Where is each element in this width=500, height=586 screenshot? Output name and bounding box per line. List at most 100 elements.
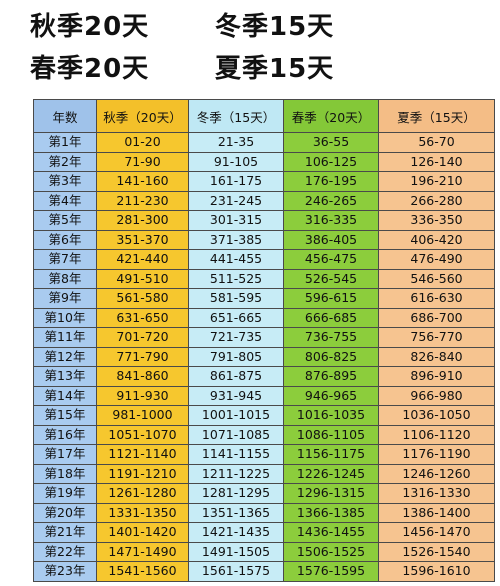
table-row: 第10年 631-650 651-665 666-685 686-700	[33, 307, 495, 328]
winter-range-cell: 1351-1365	[188, 502, 284, 523]
autumn-range-cell: 841-860	[96, 366, 189, 387]
summer-range-cell: 1596-1610	[378, 561, 495, 582]
header: 秋季20天 冬季15天 春季20天 夏季15天	[0, 0, 500, 96]
year-cell: 第2年	[33, 151, 97, 172]
autumn-range-cell: 631-650	[96, 307, 189, 328]
year-cell: 第11年	[33, 327, 97, 348]
autumn-range-cell: 491-510	[96, 268, 189, 289]
autumn-range-cell: 981-1000	[96, 405, 189, 426]
autumn-range-cell: 1261-1280	[96, 483, 189, 504]
year-cell: 第23年	[33, 561, 97, 582]
table-row: 第9年 561-580 581-595 596-615 616-630	[33, 288, 495, 309]
autumn-range-cell: 281-300	[96, 210, 189, 231]
table-row: 第11年 701-720 721-735 736-755 756-770	[33, 327, 495, 348]
autumn-range-cell: 71-90	[96, 151, 189, 172]
table-row: 第20年 1331-1350 1351-1365 1366-1385 1386-1400	[33, 502, 495, 523]
summer-range-cell: 1176-1190	[378, 444, 495, 465]
spring-range-cell: 666-685	[283, 307, 379, 328]
table-row: 第1年 01-20 21-35 36-55 56-70	[33, 132, 495, 153]
winter-range-cell: 791-805	[188, 346, 284, 367]
autumn-range-cell: 1121-1140	[96, 444, 189, 465]
winter-range-cell: 1071-1085	[188, 424, 284, 445]
autumn-range-cell: 1191-1210	[96, 463, 189, 484]
table-row: 第6年 351-370 371-385 386-405 406-420	[33, 229, 495, 250]
year-cell: 第15年	[33, 405, 97, 426]
spring-range-cell: 176-195	[283, 171, 379, 192]
summer-range-cell: 616-630	[378, 288, 495, 309]
year-cell: 第20年	[33, 502, 97, 523]
table-row: 第14年 911-930 931-945 946-965 966-980	[33, 385, 495, 406]
table-row: 第8年 491-510 511-525 526-545 546-560	[33, 268, 495, 289]
autumn-range-cell: 561-580	[96, 288, 189, 309]
spring-range-cell: 1296-1315	[283, 483, 379, 504]
autumn-range-cell: 911-930	[96, 385, 189, 406]
autumn-range-cell: 1541-1560	[96, 561, 189, 582]
year-cell: 第10年	[33, 307, 97, 328]
summer-range-cell: 126-140	[378, 151, 495, 172]
winter-range-cell: 161-175	[188, 171, 284, 192]
winter-range-cell: 861-875	[188, 366, 284, 387]
table-row: 第17年 1121-1140 1141-1155 1156-1175 1176-1190	[33, 444, 495, 465]
table-row: 第18年 1191-1210 1211-1225 1226-1245 1246-1260	[33, 463, 495, 484]
autumn-range-cell: 421-440	[96, 249, 189, 270]
summer-range-cell: 1036-1050	[378, 405, 495, 426]
winter-range-cell: 581-595	[188, 288, 284, 309]
column-header-winter: 冬季（15天）	[188, 99, 284, 133]
autumn-range-cell: 771-790	[96, 346, 189, 367]
spring-range-cell: 596-615	[283, 288, 379, 309]
spring-range-cell: 36-55	[283, 132, 379, 153]
autumn-range-cell: 1401-1420	[96, 522, 189, 543]
table-row: 第21年 1401-1420 1421-1435 1436-1455 1456-1470	[33, 522, 495, 543]
winter-range-cell: 91-105	[188, 151, 284, 172]
winter-range-cell: 931-945	[188, 385, 284, 406]
year-cell: 第5年	[33, 210, 97, 231]
summer-range-cell: 546-560	[378, 268, 495, 289]
spring-range-cell: 1016-1035	[283, 405, 379, 426]
spring-range-cell: 806-825	[283, 346, 379, 367]
summer-range-cell: 1246-1260	[378, 463, 495, 484]
column-header-summer: 夏季（15天）	[378, 99, 495, 133]
summer-range-cell: 1106-1120	[378, 424, 495, 445]
winter-heading: 冬季15天	[215, 12, 335, 42]
table-row: 第15年 981-1000 1001-1015 1016-1035 1036-1050	[33, 405, 495, 426]
table-row: 第5年 281-300 301-315 316-335 336-350	[33, 210, 495, 231]
winter-range-cell: 21-35	[188, 132, 284, 153]
table-body: 第1年 01-20 21-35 36-55 56-70 第2年 71-90 91-105 106…	[33, 132, 495, 582]
autumn-range-cell: 211-230	[96, 190, 189, 211]
year-cell: 第8年	[33, 268, 97, 289]
autumn-range-cell: 1051-1070	[96, 424, 189, 445]
winter-range-cell: 1141-1155	[188, 444, 284, 465]
summer-heading: 夏季15天	[215, 54, 335, 84]
spring-range-cell: 1156-1175	[283, 444, 379, 465]
winter-range-cell: 301-315	[188, 210, 284, 231]
summer-range-cell: 966-980	[378, 385, 495, 406]
spring-range-cell: 316-335	[283, 210, 379, 231]
spring-range-cell: 1576-1595	[283, 561, 379, 582]
table-row: 第23年 1541-1560 1561-1575 1576-1595 1596-1610	[33, 561, 495, 582]
autumn-range-cell: 701-720	[96, 327, 189, 348]
year-cell: 第14年	[33, 385, 97, 406]
autumn-range-cell: 141-160	[96, 171, 189, 192]
spring-range-cell: 106-125	[283, 151, 379, 172]
summer-range-cell: 476-490	[378, 249, 495, 270]
winter-range-cell: 1561-1575	[188, 561, 284, 582]
autumn-range-cell: 1471-1490	[96, 541, 189, 562]
summer-range-cell: 336-350	[378, 210, 495, 231]
summer-range-cell: 896-910	[378, 366, 495, 387]
summer-range-cell: 756-770	[378, 327, 495, 348]
season-table: 年数 秋季（20天） 冬季（15天） 春季（20天） 夏季（15天） 第1年 01…	[33, 99, 495, 582]
spring-range-cell: 1366-1385	[283, 502, 379, 523]
winter-range-cell: 1281-1295	[188, 483, 284, 504]
spring-range-cell: 1086-1105	[283, 424, 379, 445]
spring-range-cell: 876-895	[283, 366, 379, 387]
year-cell: 第7年	[33, 249, 97, 270]
year-cell: 第17年	[33, 444, 97, 465]
year-cell: 第6年	[33, 229, 97, 250]
autumn-range-cell: 1331-1350	[96, 502, 189, 523]
summer-range-cell: 266-280	[378, 190, 495, 211]
table-row: 第2年 71-90 91-105 106-125 126-140	[33, 151, 495, 172]
table-row: 第12年 771-790 791-805 806-825 826-840	[33, 346, 495, 367]
spring-range-cell: 1226-1245	[283, 463, 379, 484]
spring-range-cell: 456-475	[283, 249, 379, 270]
column-header-year: 年数	[33, 99, 97, 133]
